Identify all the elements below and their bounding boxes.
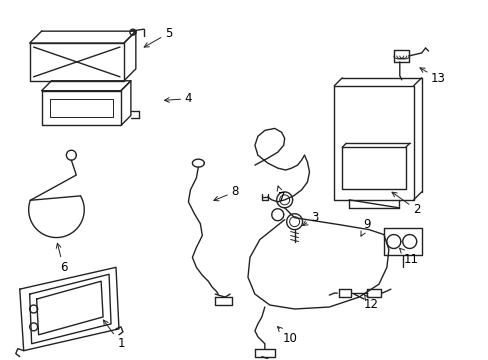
Text: 10: 10 <box>277 327 297 345</box>
Text: 8: 8 <box>213 185 238 201</box>
Text: 1: 1 <box>103 320 124 350</box>
Text: 4: 4 <box>164 92 192 105</box>
Text: 9: 9 <box>360 218 370 236</box>
Text: 6: 6 <box>56 243 67 274</box>
Text: 12: 12 <box>363 294 378 311</box>
Text: 5: 5 <box>144 27 172 47</box>
Text: 7: 7 <box>277 186 285 204</box>
Text: 11: 11 <box>399 248 417 266</box>
Text: 3: 3 <box>302 211 318 225</box>
Text: 2: 2 <box>391 192 420 216</box>
Text: 13: 13 <box>419 68 445 85</box>
